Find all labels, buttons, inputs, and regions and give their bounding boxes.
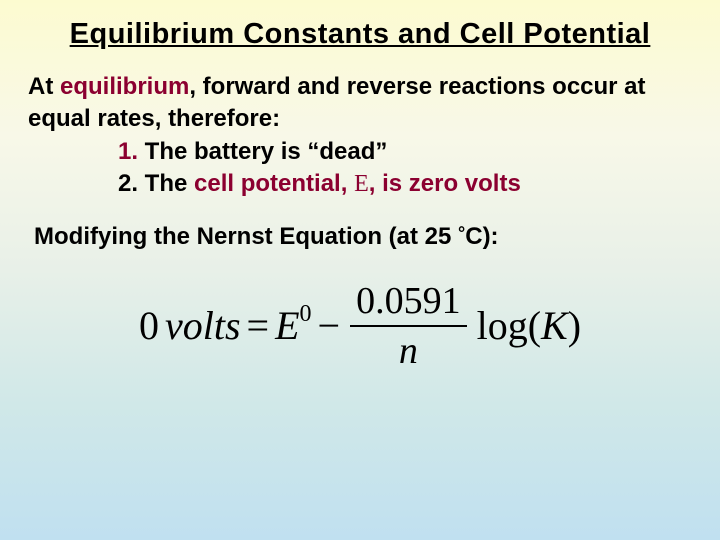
- list-number-1: 1.: [118, 138, 138, 165]
- intro-paragraph: At equilibrium, forward and reverse reac…: [28, 71, 692, 201]
- list-text-2a: The: [138, 170, 194, 197]
- list-item-1: 1. The battery is “dead”: [28, 136, 692, 168]
- equilibrium-word: equilibrium: [60, 73, 189, 100]
- eq-minus: −: [318, 302, 341, 349]
- nernst-text-b: C):: [465, 223, 498, 250]
- eq-volts: volts: [165, 302, 241, 349]
- eq-E-superscript: 0: [300, 301, 312, 327]
- nernst-heading: Modifying the Nernst Equation (at 25 °C)…: [28, 223, 692, 251]
- slide-title: Equilibrium Constants and Cell Potential: [28, 18, 692, 51]
- intro-prefix: At: [28, 73, 60, 100]
- eq-K-symbol: K: [541, 303, 568, 348]
- nernst-equation: 0 volts = E0 − 0.0591 n log(K): [139, 279, 581, 373]
- cell-potential-phrase: cell potential,: [194, 170, 354, 197]
- eq-log-text: log(: [477, 303, 541, 348]
- eq-fraction-numerator: 0.0591: [350, 279, 467, 325]
- eq-E-term: E0: [275, 302, 311, 349]
- list-item-2: 2. The cell potential, E, is zero volts: [28, 168, 692, 200]
- symbol-E: E: [354, 171, 369, 197]
- eq-E-symbol: E: [275, 303, 299, 348]
- nernst-text-a: Modifying the Nernst Equation (at 25: [34, 223, 458, 250]
- eq-zero: 0: [139, 302, 159, 349]
- eq-fraction: 0.0591 n: [350, 279, 467, 373]
- eq-log: log(K): [477, 302, 581, 349]
- eq-close-paren: ): [568, 303, 581, 348]
- eq-equals: =: [247, 302, 270, 349]
- equation-container: 0 volts = E0 − 0.0591 n log(K): [28, 279, 692, 373]
- list-number-2: 2.: [118, 170, 138, 197]
- list-text-1: The battery is “dead”: [138, 138, 387, 165]
- list-text-2b: , is zero volts: [369, 170, 521, 197]
- eq-fraction-denominator: n: [399, 327, 418, 373]
